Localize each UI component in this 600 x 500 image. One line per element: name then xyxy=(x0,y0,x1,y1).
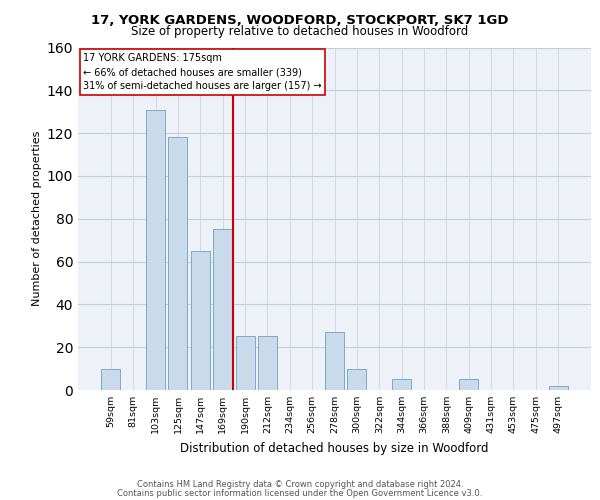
Bar xyxy=(258,336,277,390)
Bar xyxy=(548,386,568,390)
Bar xyxy=(101,368,121,390)
Text: Contains public sector information licensed under the Open Government Licence v3: Contains public sector information licen… xyxy=(118,488,482,498)
Bar xyxy=(169,138,187,390)
Bar xyxy=(146,110,165,390)
Bar xyxy=(325,332,344,390)
Text: Contains HM Land Registry data © Crown copyright and database right 2024.: Contains HM Land Registry data © Crown c… xyxy=(137,480,463,489)
Bar xyxy=(191,251,210,390)
Bar xyxy=(347,368,367,390)
Y-axis label: Number of detached properties: Number of detached properties xyxy=(32,131,43,306)
Text: 17 YORK GARDENS: 175sqm
← 66% of detached houses are smaller (339)
31% of semi-d: 17 YORK GARDENS: 175sqm ← 66% of detache… xyxy=(83,52,322,92)
Text: Size of property relative to detached houses in Woodford: Size of property relative to detached ho… xyxy=(131,25,469,38)
Bar xyxy=(236,336,254,390)
Bar xyxy=(213,230,232,390)
Bar xyxy=(392,380,411,390)
Text: 17, YORK GARDENS, WOODFORD, STOCKPORT, SK7 1GD: 17, YORK GARDENS, WOODFORD, STOCKPORT, S… xyxy=(91,14,509,27)
Bar xyxy=(459,380,478,390)
X-axis label: Distribution of detached houses by size in Woodford: Distribution of detached houses by size … xyxy=(180,442,489,454)
